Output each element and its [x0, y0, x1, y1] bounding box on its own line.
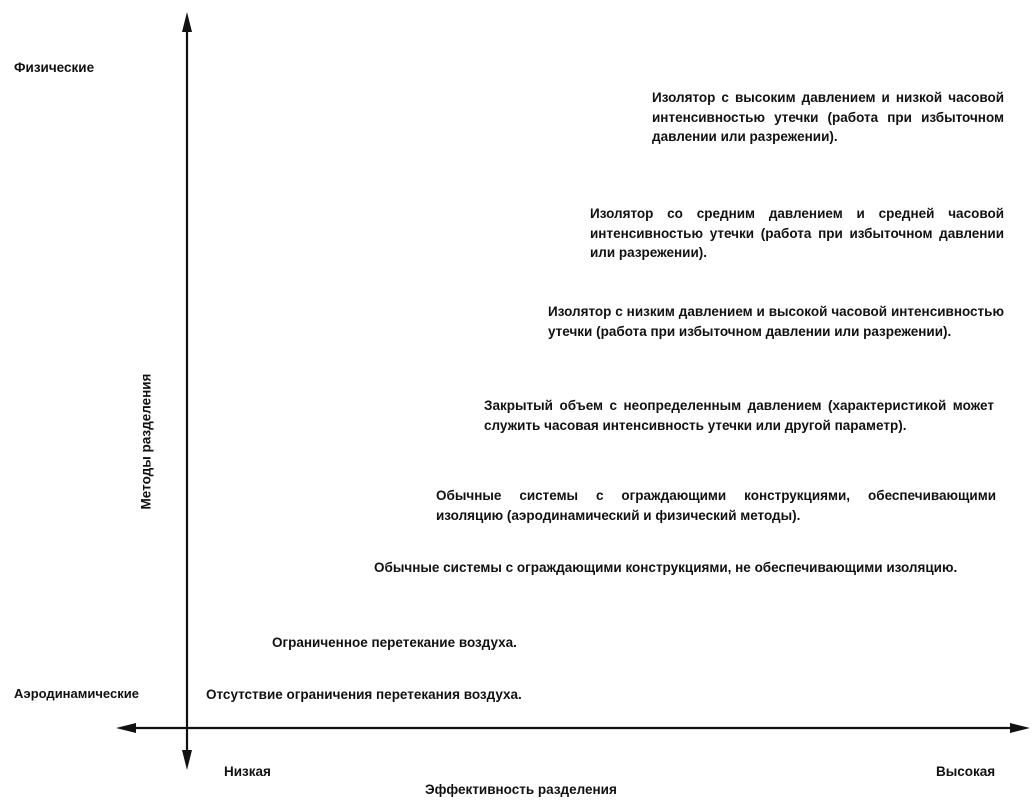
level-6: Изолятор с низким давлением и высокой ча…: [548, 304, 1004, 339]
level-1: Отсутствие ограничения перетекания возду…: [206, 687, 522, 702]
horizontal-axis: [116, 723, 1030, 733]
level-3: Обычные системы с ограждающими конструкц…: [374, 560, 958, 575]
level-8: Изолятор с высоким давлением и низкой ча…: [652, 90, 1004, 144]
x-axis-title: Эффективность разделения: [425, 782, 617, 797]
down-arrow-icon: [182, 750, 192, 770]
y-axis-top-label: Физические: [14, 60, 95, 75]
level-7: Изолятор со средним давлением и средней …: [590, 206, 1004, 260]
up-arrow-icon: [182, 12, 192, 32]
level-2: Ограниченное перетекание воздуха.: [272, 635, 517, 650]
right-arrow-icon: [1010, 723, 1030, 733]
vertical-axis: [182, 12, 192, 770]
y-axis-title: Методы разделения: [138, 373, 154, 510]
y-axis-bottom-label: Аэродинамические: [14, 686, 139, 701]
level-5: Закрытый объем с неопределенным давление…: [484, 398, 994, 433]
x-axis-left-label: Низкая: [224, 764, 271, 779]
left-arrow-icon: [116, 723, 136, 733]
x-axis-right-label: Высокая: [936, 764, 996, 779]
level-4: Обычные системы с ограждающими конструкц…: [436, 488, 996, 523]
